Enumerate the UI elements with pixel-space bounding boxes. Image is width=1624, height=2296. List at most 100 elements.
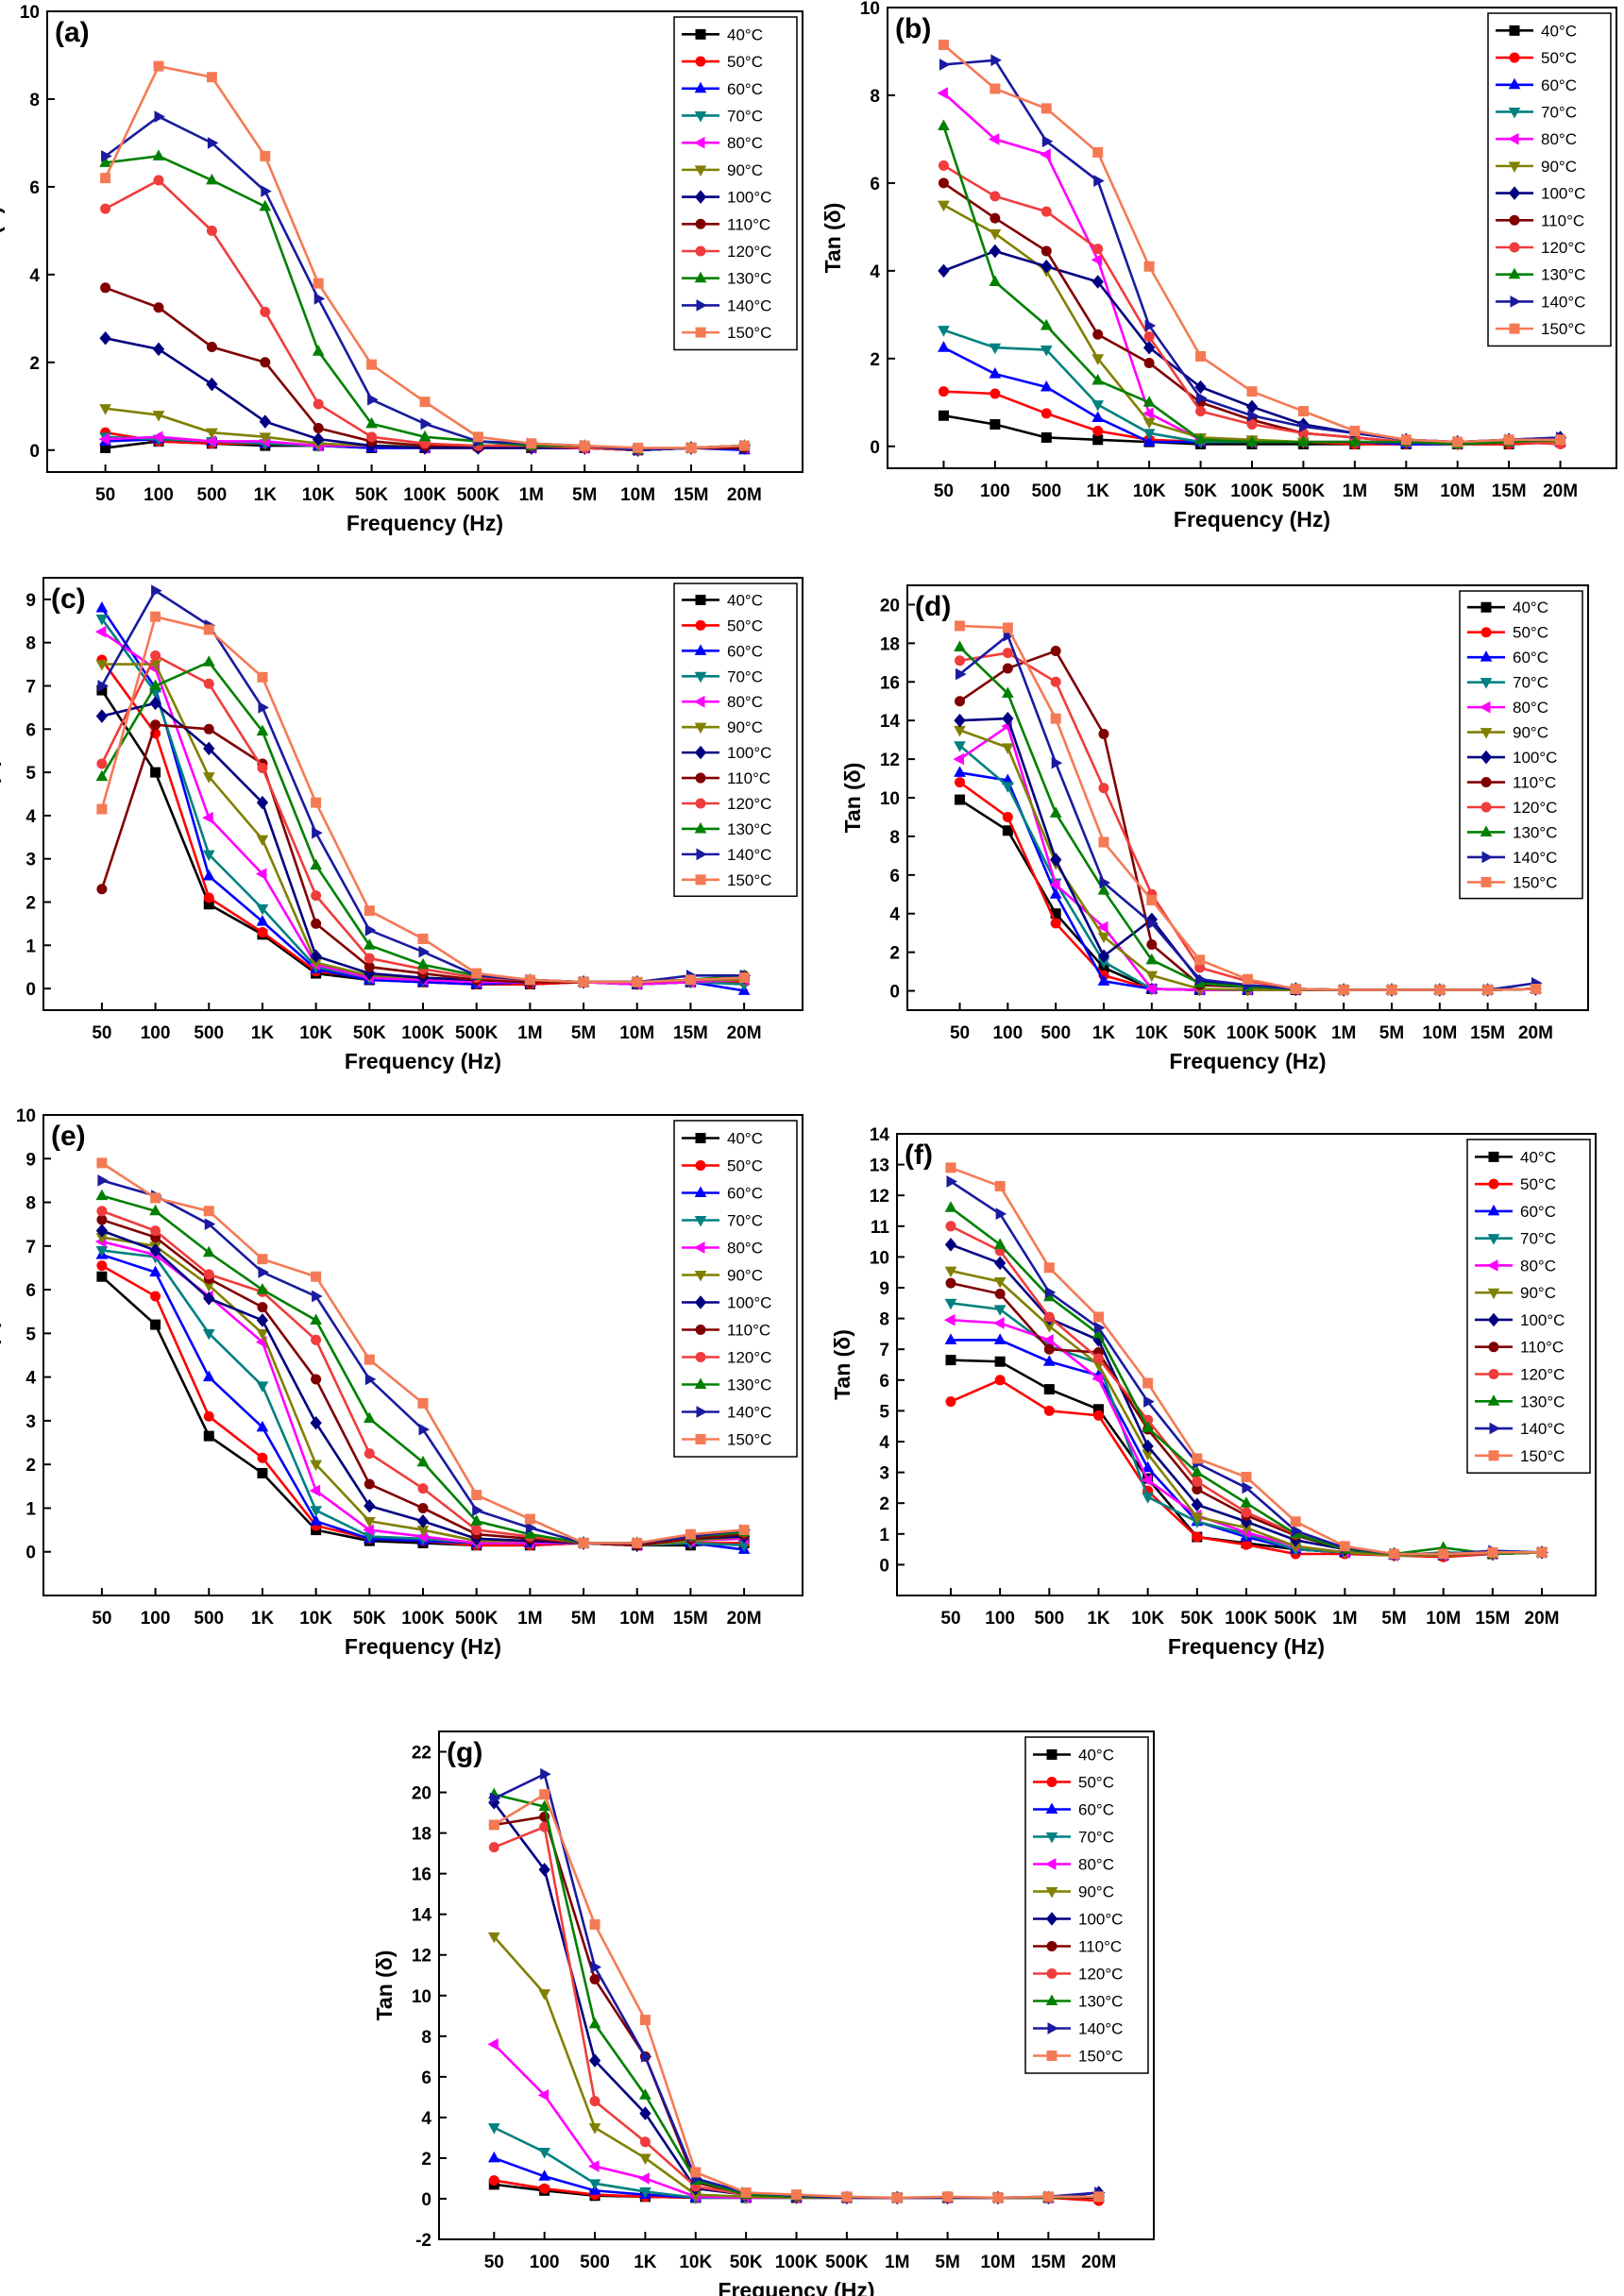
y-tick-label: 12	[412, 1947, 431, 1967]
x-tick-label: 100K	[1230, 481, 1274, 501]
x-tick-label: 100	[985, 1609, 1015, 1629]
x-tick-label: 100	[144, 485, 174, 505]
marker	[1508, 267, 1521, 279]
marker	[1040, 346, 1053, 357]
legend-label: 130°C	[1078, 1993, 1123, 2011]
marker	[1146, 938, 1158, 950]
marker	[256, 835, 269, 847]
legend: 40°C 50°C 60°C 70°C 80°C 90°C 100°C 110°C 120°C 1…	[673, 1120, 798, 1458]
marker	[97, 680, 109, 692]
y-tick-label: -2	[415, 2231, 431, 2251]
y-tick-label: 14	[412, 1906, 432, 1926]
marker	[954, 766, 966, 777]
marker	[472, 431, 483, 443]
legend-label: 60°C	[727, 1185, 763, 1203]
marker	[694, 190, 707, 204]
legend-label: 70°C	[727, 667, 763, 685]
legend-label: 130°C	[1520, 1393, 1565, 1410]
y-tick-label: 10	[16, 1106, 36, 1126]
marker	[954, 713, 966, 728]
marker	[311, 1271, 322, 1282]
marker	[938, 410, 949, 421]
marker	[256, 1420, 269, 1432]
x-tick-label: 50	[940, 1609, 960, 1629]
y-tick-label: 1	[879, 1526, 889, 1545]
marker	[695, 772, 706, 784]
marker	[955, 794, 966, 805]
marker	[312, 1290, 323, 1303]
marker	[695, 1160, 706, 1171]
marker	[1046, 1777, 1057, 1787]
marker	[259, 414, 271, 429]
legend-label: 140°C	[1520, 1420, 1565, 1438]
y-tick-label: 4	[870, 262, 880, 282]
marker	[100, 282, 111, 294]
marker	[1240, 1496, 1253, 1508]
marker	[945, 1277, 956, 1289]
marker	[738, 972, 750, 984]
marker	[207, 137, 219, 149]
marker	[1046, 2051, 1057, 2061]
series-line	[958, 744, 1536, 991]
marker	[639, 2136, 651, 2148]
marker	[695, 56, 706, 67]
marker	[261, 185, 272, 197]
y-tick-label: 8	[25, 634, 36, 654]
legend-label: 140°C	[727, 296, 771, 314]
marker	[540, 1767, 551, 1781]
marker	[1097, 884, 1110, 895]
marker	[256, 724, 269, 736]
x-tick-label: 50K	[730, 2253, 763, 2272]
marker	[538, 1989, 551, 2001]
marker	[589, 2096, 601, 2107]
legend: 40°C 50°C 60°C 70°C 80°C 90°C 100°C 110°C 120°C 1…	[1466, 1139, 1591, 1474]
y-tick-label: 11	[871, 1218, 890, 1238]
marker	[1142, 417, 1156, 430]
marker	[989, 228, 1002, 241]
marker	[205, 435, 216, 447]
y-tick-label: 4	[421, 2109, 431, 2129]
marker	[1049, 887, 1062, 899]
y-tick-label: 0	[421, 2190, 431, 2210]
marker	[1092, 146, 1104, 158]
marker	[694, 81, 707, 93]
marker	[1092, 244, 1104, 255]
marker	[694, 722, 707, 734]
legend-label: 40°C	[727, 25, 763, 43]
marker	[632, 976, 643, 988]
marker	[1146, 894, 1158, 905]
marker	[538, 1799, 551, 1812]
series-line	[959, 651, 1536, 991]
legend-label: 120°C	[727, 243, 771, 261]
legend-box	[673, 16, 798, 351]
legend-label: 60°C	[1513, 649, 1548, 667]
marker	[150, 719, 161, 731]
marker	[1503, 434, 1514, 446]
x-tick-label: 15M	[673, 1609, 708, 1629]
legend-label: 150°C	[1513, 873, 1557, 891]
marker	[993, 1305, 1007, 1316]
legend-label: 40°C	[727, 591, 763, 609]
marker	[695, 1133, 706, 1143]
marker	[1487, 1234, 1500, 1245]
marker	[310, 1514, 322, 1526]
marker	[1487, 1204, 1500, 1216]
marker	[1194, 432, 1207, 445]
legend-label: 120°C	[1541, 239, 1585, 257]
marker	[1480, 777, 1492, 788]
y-tick-label: 3	[25, 1412, 36, 1432]
marker	[1002, 686, 1014, 699]
marker	[1195, 406, 1207, 417]
y-tick-label: 6	[879, 1372, 889, 1392]
x-tick-label: 100K	[1225, 1609, 1268, 1629]
marker	[1192, 1476, 1203, 1487]
marker	[255, 868, 267, 881]
marker	[1488, 1450, 1499, 1461]
marker	[99, 156, 111, 167]
y-tick-label: 6	[25, 1281, 36, 1301]
marker	[99, 330, 111, 346]
x-tick-label: 10K	[1133, 481, 1166, 501]
marker	[695, 874, 706, 886]
x-axis-label: Frequency (Hz)	[345, 1634, 501, 1659]
